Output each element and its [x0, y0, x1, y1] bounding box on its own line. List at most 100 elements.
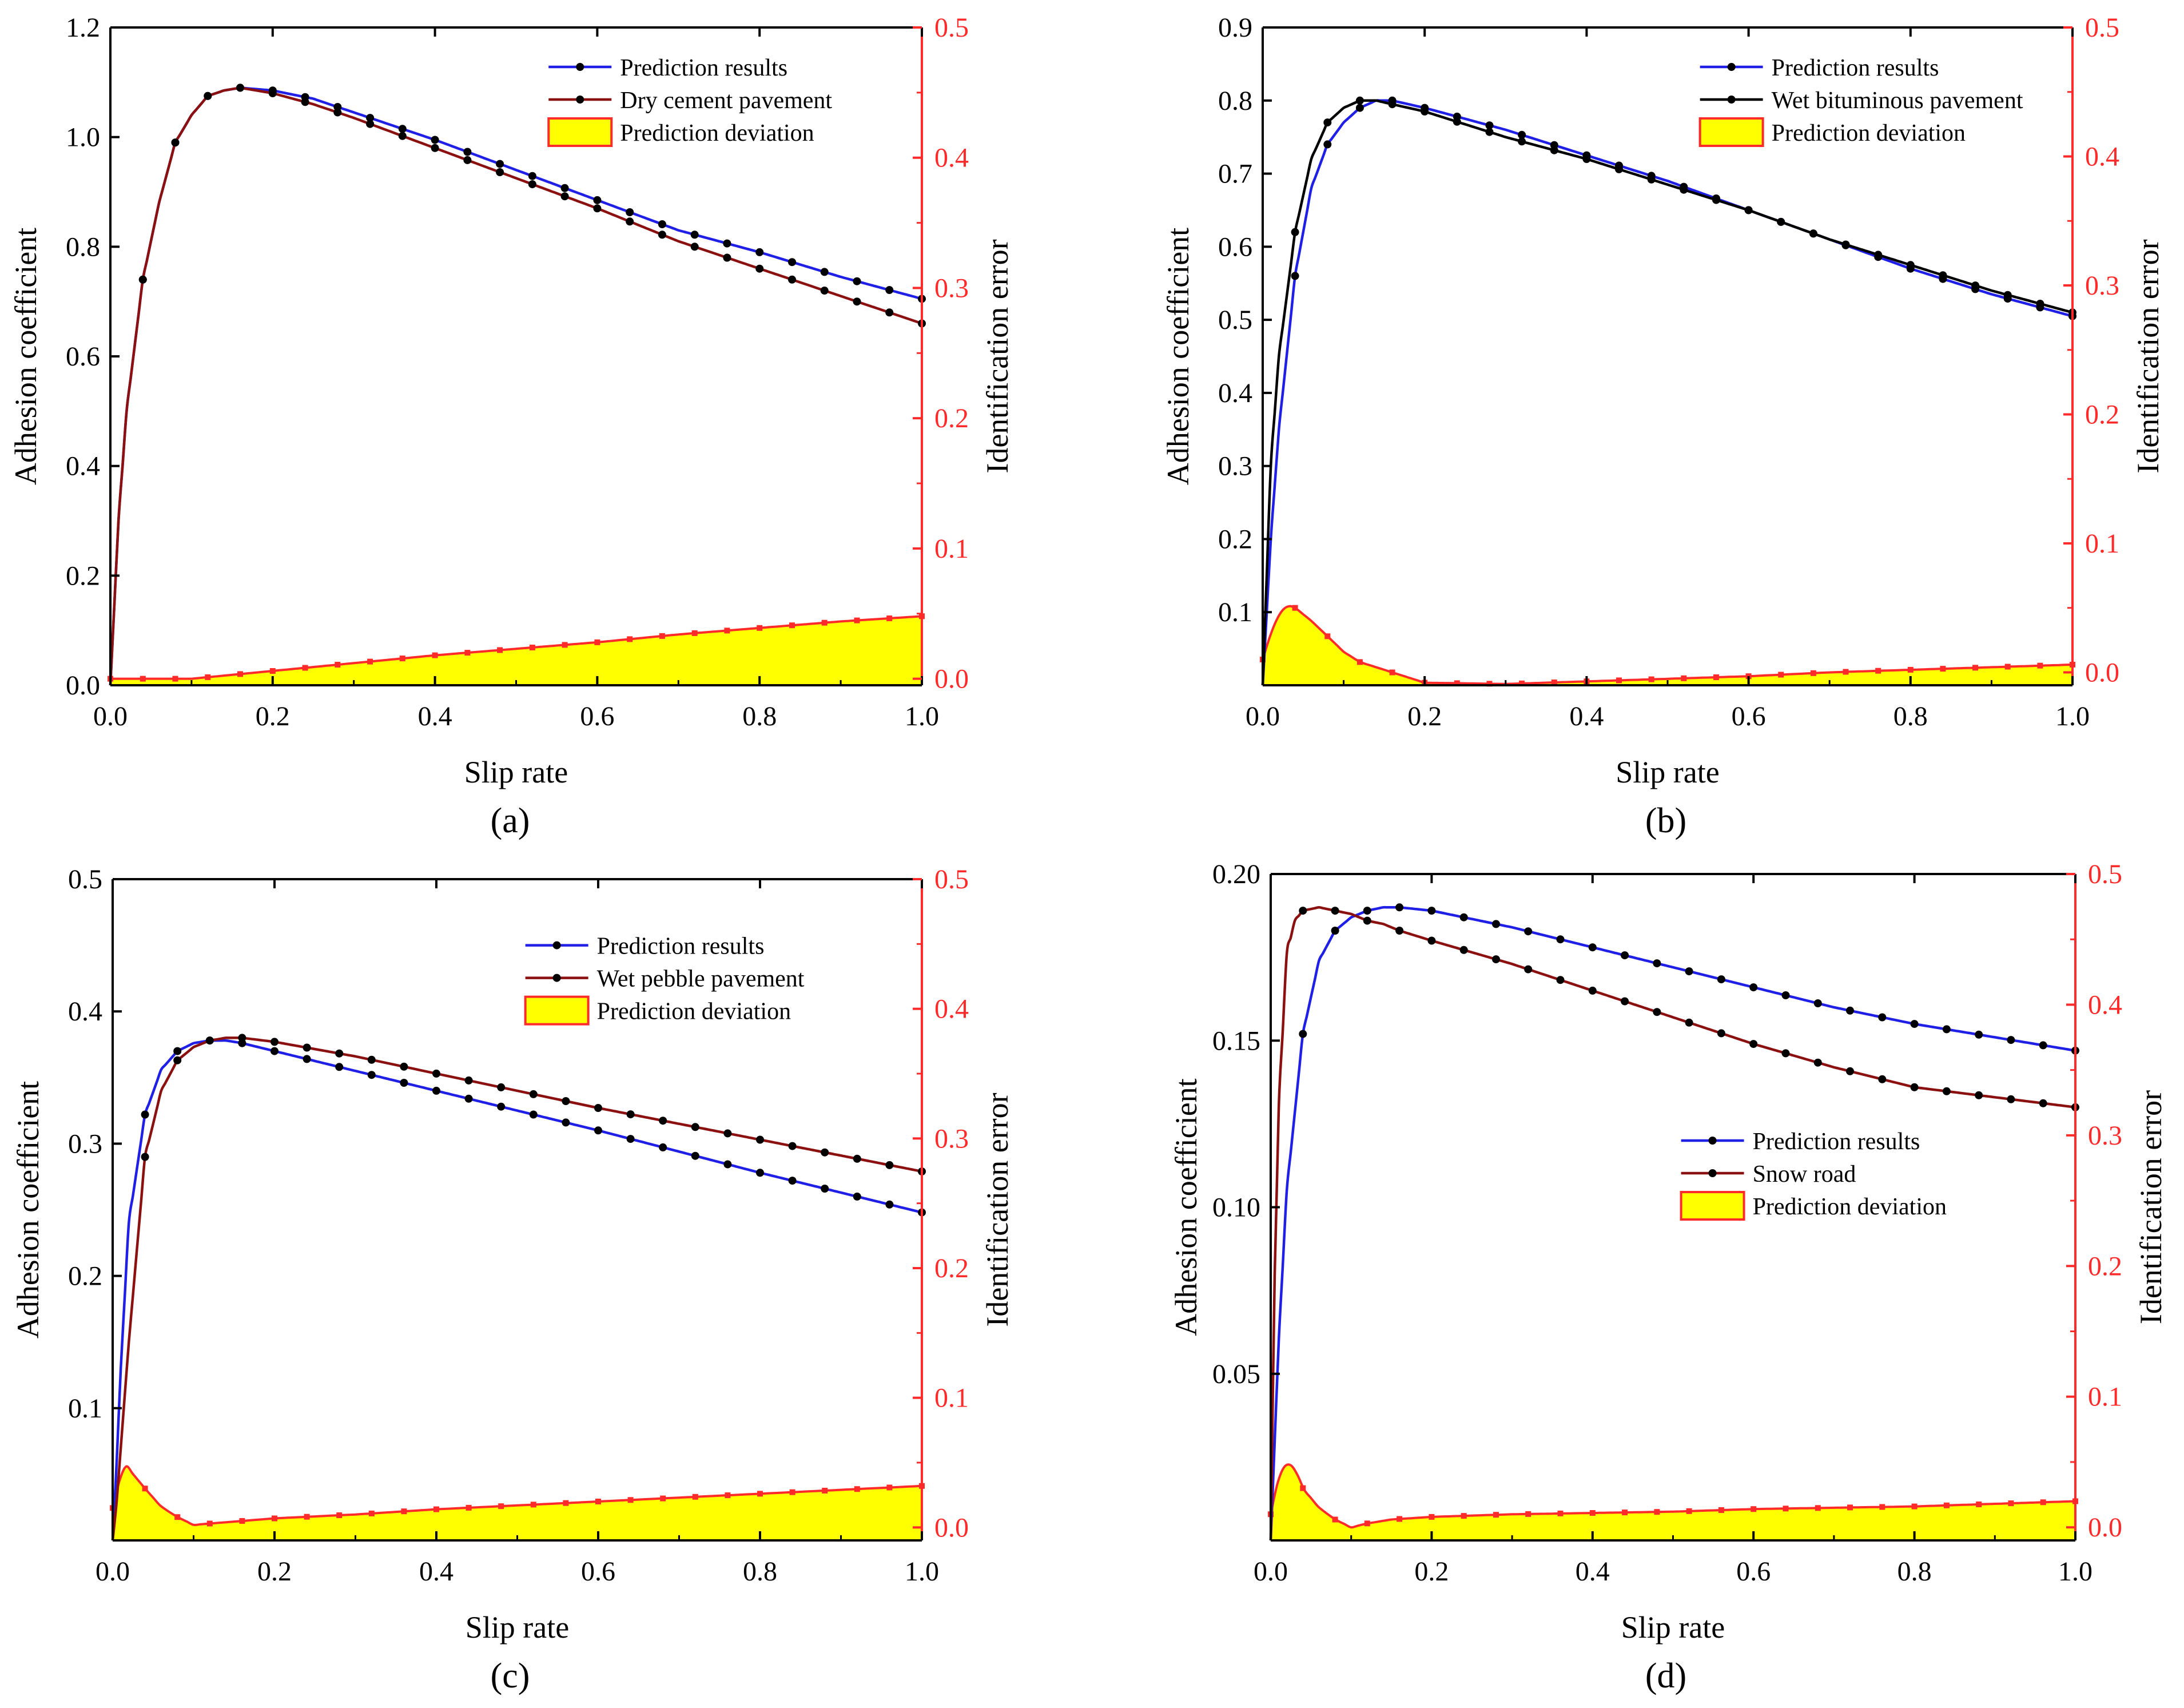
y2-tick-label: 0.1 — [934, 1383, 969, 1413]
series-point — [1291, 228, 1299, 236]
x-tick-label: 0.0 — [93, 701, 128, 732]
series-point — [1971, 281, 1980, 290]
series-point — [398, 132, 407, 140]
panel-caption: (c) — [491, 1657, 530, 1695]
y2-tick-label: 0.5 — [934, 864, 969, 895]
series-point — [463, 148, 472, 156]
series-point — [463, 156, 472, 164]
series-point — [1331, 927, 1339, 935]
series-point — [301, 98, 309, 106]
series-point — [723, 253, 731, 262]
x-tick-label: 0.8 — [742, 701, 777, 732]
deviation-marker — [302, 665, 308, 671]
deviation-marker — [2037, 662, 2043, 669]
y2-tick-label: 0.5 — [2088, 859, 2122, 889]
deviation-marker — [594, 639, 600, 645]
series-point — [1621, 951, 1629, 960]
y2-tick-label: 0.4 — [934, 994, 969, 1024]
legend-label: Dry cement pavement — [620, 88, 832, 114]
deviation-marker — [335, 662, 341, 668]
deviation-marker — [1493, 1512, 1499, 1518]
series-point — [400, 1062, 408, 1071]
series-point — [1459, 946, 1468, 954]
deviation-marker — [498, 1503, 504, 1510]
series-point — [1524, 927, 1533, 936]
y-tick-label: 0.9 — [1218, 13, 1252, 43]
deviation-marker — [1525, 1511, 1531, 1517]
legend-swatch-area — [1698, 117, 1764, 147]
series-point — [335, 1049, 344, 1058]
deviation-marker — [239, 1518, 245, 1524]
deviation-marker — [757, 625, 763, 631]
series-point — [367, 1071, 376, 1079]
x-tick-label: 0.2 — [257, 1556, 292, 1587]
deviation-marker — [1847, 1504, 1853, 1511]
legend-label: Snow road — [1753, 1161, 1856, 1187]
series-point — [1518, 130, 1526, 139]
panel-caption: (d) — [1645, 1657, 1686, 1695]
deviation-marker — [691, 630, 698, 636]
deviation-marker — [1364, 1520, 1370, 1527]
deviation-marker — [1389, 669, 1395, 676]
series-point — [820, 287, 829, 295]
series-point — [1355, 96, 1364, 105]
series-point — [1717, 975, 1725, 984]
panel-caption: (b) — [1645, 801, 1686, 840]
series-point — [691, 1151, 699, 1160]
x-tick-label: 1.0 — [2055, 701, 2090, 732]
x-tick-label: 0.8 — [1897, 1556, 1932, 1587]
deviation-marker — [1397, 1516, 1403, 1522]
x-axis-label: Slip rate — [466, 1610, 569, 1645]
series-point — [205, 1036, 214, 1045]
y2-axis-label: Identification error — [2134, 1090, 2168, 1324]
x-tick-label: 0.2 — [1414, 1556, 1449, 1587]
y2-tick-label: 0.5 — [934, 13, 969, 43]
y2-tick-label: 0.4 — [2085, 141, 2119, 172]
deviation-marker — [1292, 605, 1298, 611]
deviation-marker — [757, 1491, 763, 1497]
y2-axis-label: Identification error — [980, 1093, 1015, 1326]
series-point — [885, 1161, 894, 1169]
panel-d: 0.0 0.2 0.4 0.6 0.8 1.0 0.05 0.10 0.15 0.20 0.0 0.1… — [1169, 859, 2168, 1695]
y-tick-label: 0.2 — [68, 1261, 102, 1292]
series-point — [1809, 229, 1817, 238]
series-point — [432, 1069, 440, 1078]
deviation-marker — [821, 619, 828, 626]
series-point — [1846, 1067, 1854, 1075]
series-point — [885, 308, 894, 317]
series-point — [1942, 1025, 1951, 1034]
deviation-marker — [1718, 1507, 1724, 1513]
deviation-marker — [399, 656, 405, 662]
series-point — [1556, 976, 1565, 984]
series-point — [141, 1110, 149, 1119]
legend-swatch-area — [524, 995, 590, 1026]
deviation-marker — [1972, 665, 1979, 671]
series-point — [1906, 261, 1915, 269]
x-axis-label: Slip rate — [1621, 1610, 1725, 1645]
y2-axis-label: Identification error — [2131, 239, 2165, 473]
deviation-marker — [269, 668, 276, 674]
series-point — [788, 1142, 797, 1150]
series-line — [109, 86, 922, 686]
series-point — [1427, 907, 1436, 915]
series-point — [1588, 943, 1597, 952]
y2-tick-label: 0.5 — [2085, 13, 2119, 43]
deviation-marker — [1622, 1510, 1628, 1516]
deviation-marker — [140, 676, 146, 682]
legend-label: Prediction results — [620, 55, 787, 81]
deviation-marker — [822, 1488, 828, 1493]
deviation-marker — [563, 1500, 569, 1506]
series-point — [593, 204, 602, 213]
deviation-marker — [237, 671, 243, 677]
deviation-marker — [789, 1489, 795, 1495]
deviation-marker — [497, 647, 503, 653]
legend-swatch-marker — [576, 96, 584, 104]
y-tick-label: 0.5 — [1218, 305, 1252, 335]
deviation-marker — [401, 1508, 407, 1515]
legend-label: Prediction deviation — [1753, 1194, 1947, 1220]
series-point — [1939, 271, 1947, 280]
x-tick-label: 1.0 — [905, 1556, 939, 1587]
series-point — [593, 196, 602, 204]
x-tick-label: 0.6 — [581, 1556, 615, 1587]
series-point — [366, 120, 375, 128]
